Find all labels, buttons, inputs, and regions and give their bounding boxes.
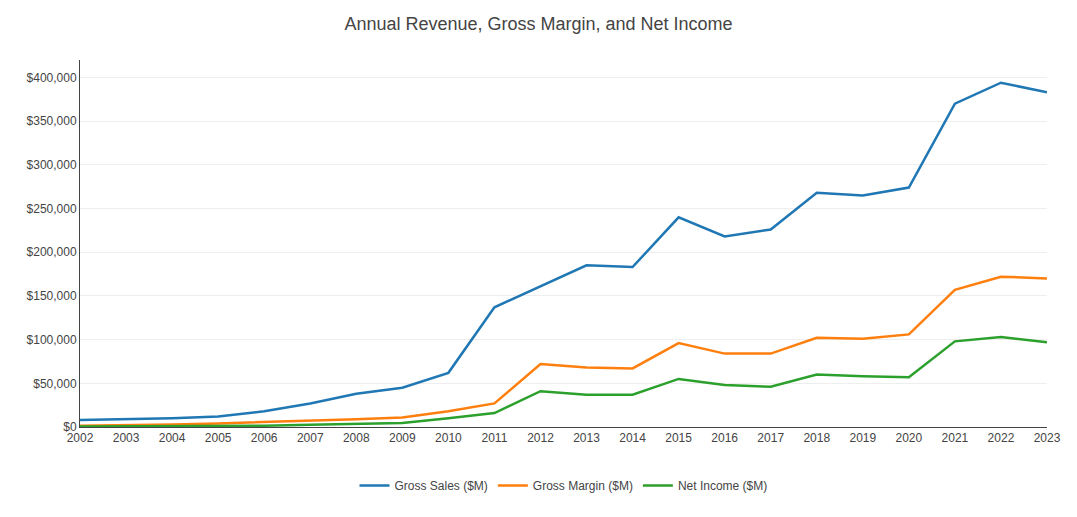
svg-text:2007: 2007 <box>297 431 324 445</box>
svg-text:$100,000: $100,000 <box>27 333 77 347</box>
svg-text:2020: 2020 <box>896 431 923 445</box>
svg-text:2003: 2003 <box>113 431 140 445</box>
svg-text:2009: 2009 <box>389 431 416 445</box>
svg-text:2008: 2008 <box>343 431 370 445</box>
svg-text:$350,000: $350,000 <box>27 114 77 128</box>
svg-text:2015: 2015 <box>665 431 692 445</box>
svg-text:2018: 2018 <box>803 431 830 445</box>
svg-text:$200,000: $200,000 <box>27 245 77 259</box>
svg-text:2023: 2023 <box>1034 431 1061 445</box>
svg-text:2019: 2019 <box>849 431 876 445</box>
svg-text:$300,000: $300,000 <box>27 158 77 172</box>
svg-text:2011: 2011 <box>482 431 508 445</box>
svg-text:2013: 2013 <box>573 431 600 445</box>
svg-text:2016: 2016 <box>711 431 738 445</box>
svg-text:Annual Revenue, Gross Margin,: Annual Revenue, Gross Margin, and Net In… <box>344 14 732 34</box>
svg-text:Gross Margin ($M): Gross Margin ($M) <box>533 479 633 493</box>
svg-text:$0: $0 <box>63 420 77 434</box>
svg-text:Net Income ($M): Net Income ($M) <box>678 479 767 493</box>
svg-text:2002: 2002 <box>67 431 94 445</box>
svg-text:$250,000: $250,000 <box>27 202 77 216</box>
svg-text:2012: 2012 <box>527 431 554 445</box>
svg-text:2005: 2005 <box>205 431 232 445</box>
svg-text:2017: 2017 <box>757 431 784 445</box>
svg-text:2021: 2021 <box>942 431 969 445</box>
svg-text:2010: 2010 <box>435 431 462 445</box>
svg-text:$50,000: $50,000 <box>33 377 77 391</box>
svg-text:$150,000: $150,000 <box>27 289 77 303</box>
svg-text:2004: 2004 <box>159 431 186 445</box>
svg-text:2014: 2014 <box>619 431 646 445</box>
svg-text:2022: 2022 <box>988 431 1015 445</box>
svg-text:Gross Sales ($M): Gross Sales ($M) <box>395 479 488 493</box>
svg-text:$400,000: $400,000 <box>27 71 77 85</box>
svg-text:2006: 2006 <box>251 431 278 445</box>
